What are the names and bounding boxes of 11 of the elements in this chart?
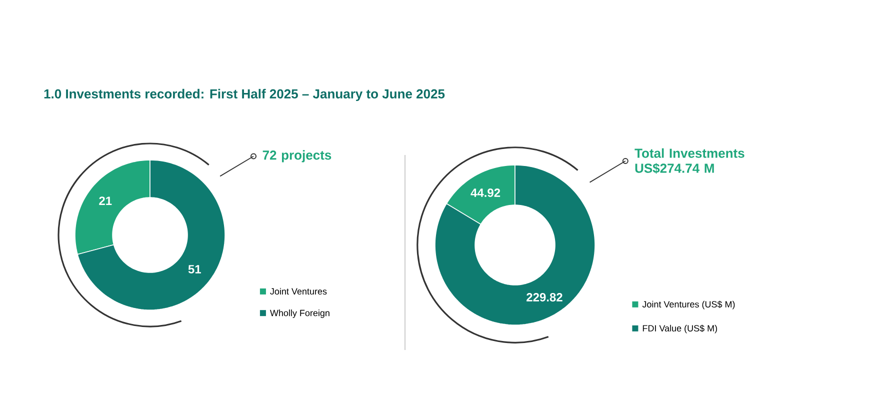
data-label: 44.92 [470, 188, 500, 197]
legend-label: FDI Value (US$ M) [642, 324, 717, 334]
chart-title: 1.0 Investments recorded: First Half 2025 – January to June 2025 [44, 88, 445, 102]
data-label: 51 [188, 265, 201, 274]
text: Total Investments US$274.74 M [634, 148, 744, 174]
data-label: 229.82 [526, 293, 562, 302]
legend-label: Joint Ventures [270, 288, 327, 295]
text: 72 projects [262, 150, 332, 162]
legend-label: Wholly Foreign [270, 310, 330, 318]
legend-label: Joint Ventures (US$ M) [642, 300, 735, 310]
data-label: 21 [99, 196, 112, 205]
